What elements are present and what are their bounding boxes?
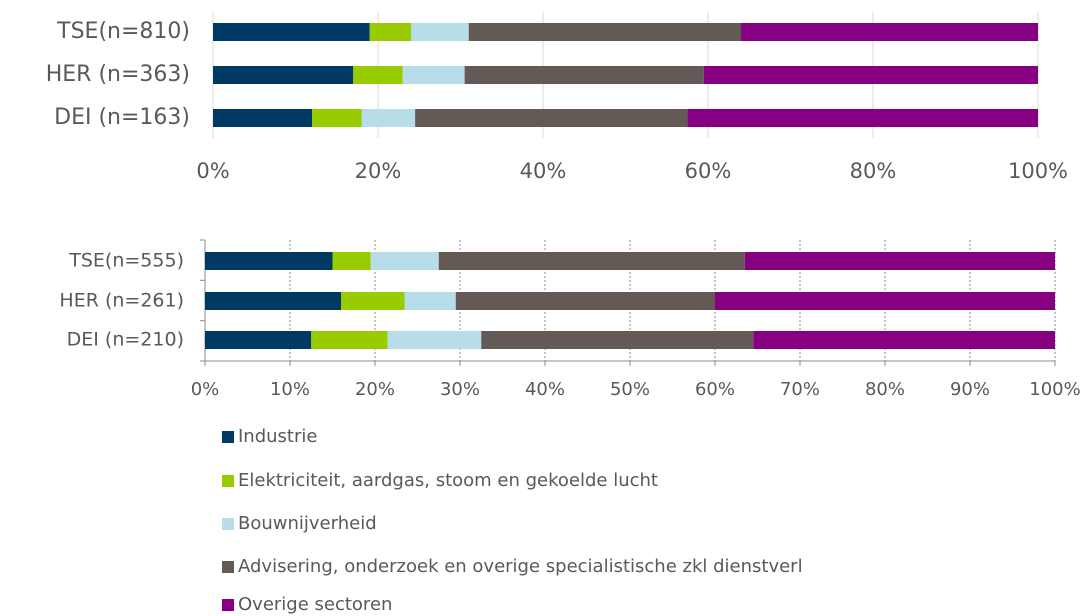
x-tick-label: 60% — [695, 379, 735, 400]
legend-label: Elektriciteit, aardgas, stoom en gekoeld… — [238, 470, 658, 491]
x-tick-label: 0% — [196, 159, 229, 183]
bar-segment — [312, 109, 362, 127]
bar-segment — [481, 331, 754, 349]
y-tick-label: TSE(n=555) — [68, 250, 184, 272]
bar-segment — [205, 331, 312, 349]
bar-segment — [213, 66, 354, 84]
bar-segment — [411, 23, 469, 41]
bar-segment — [205, 292, 341, 310]
bar-segment — [332, 252, 371, 270]
bar-segment — [402, 66, 465, 84]
x-tick-label: 20% — [355, 379, 395, 400]
bar-segment — [213, 23, 370, 41]
bar-segment — [213, 109, 312, 127]
y-tick-label: DEI (n=163) — [54, 105, 190, 130]
x-tick-label: 60% — [685, 159, 732, 183]
bar-segment — [370, 252, 439, 270]
bar-segment — [353, 66, 403, 84]
x-tick-label: 20% — [355, 159, 402, 183]
bar-segment — [687, 109, 1038, 127]
legend-swatch — [222, 561, 234, 573]
bar-segment — [753, 331, 1055, 349]
bar-segment — [415, 109, 688, 127]
bar-segment — [455, 292, 715, 310]
bar-segment — [404, 292, 456, 310]
bar-segment — [468, 23, 741, 41]
x-tick-label: 100% — [1008, 159, 1068, 183]
x-tick-label: 100% — [1029, 379, 1080, 400]
legend-label: Bouwnijverheid — [238, 513, 377, 534]
bar-segment — [387, 331, 482, 349]
bar-segment — [361, 109, 416, 127]
bar-segment — [369, 23, 411, 41]
legend-label: Overige sectoren — [238, 594, 392, 615]
bar-segment — [205, 252, 333, 270]
bar-segment — [464, 66, 704, 84]
y-tick-label: HER (n=261) — [59, 290, 184, 312]
legend-swatch — [222, 599, 234, 611]
legend-swatch — [222, 518, 234, 530]
bar-segment — [311, 331, 388, 349]
legend-label: Advisering, onderzoek en overige special… — [238, 556, 803, 577]
x-tick-label: 40% — [525, 379, 565, 400]
x-tick-label: 30% — [440, 379, 480, 400]
legend-swatch — [222, 431, 234, 443]
x-tick-label: 90% — [950, 379, 990, 400]
legend-swatch — [222, 475, 234, 487]
bar-segment — [744, 252, 1055, 270]
x-tick-label: 0% — [191, 379, 220, 400]
y-tick-label: HER (n=363) — [46, 62, 190, 87]
bar-segment — [438, 252, 745, 270]
bar-segment — [703, 66, 1038, 84]
x-tick-label: 80% — [850, 159, 897, 183]
x-tick-label: 10% — [270, 379, 310, 400]
bar-segment — [715, 292, 1055, 310]
x-tick-label: 40% — [520, 159, 567, 183]
x-tick-label: 80% — [865, 379, 905, 400]
y-tick-label: DEI (n=210) — [67, 329, 184, 351]
x-tick-label: 50% — [610, 379, 650, 400]
y-tick-label: TSE(n=810) — [56, 19, 190, 44]
legend-label: Industrie — [238, 426, 317, 447]
bar-segment — [741, 23, 1038, 41]
bar-segment — [341, 292, 405, 310]
x-tick-label: 70% — [780, 379, 820, 400]
